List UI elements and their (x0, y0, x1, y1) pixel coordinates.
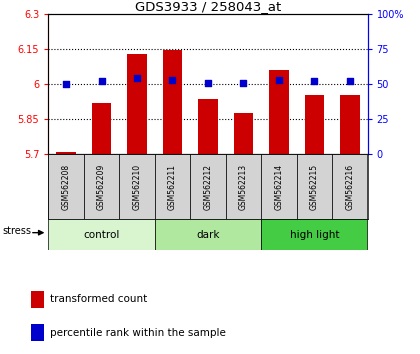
Bar (332, 154, 368, 219)
Point (205, 80, 211, 86)
Text: stress: stress (3, 226, 31, 236)
Bar (198, 99, 218, 154)
Text: control: control (83, 229, 120, 240)
Bar (155, 219, 261, 250)
Point (134, 76, 140, 81)
Bar (261, 154, 297, 219)
Bar (304, 95, 324, 154)
Point (276, 77, 282, 83)
Text: GSM562211: GSM562211 (168, 164, 177, 210)
Point (169, 77, 176, 83)
Bar (31, 291, 45, 308)
Bar (340, 95, 360, 154)
Text: GSM562215: GSM562215 (310, 164, 319, 210)
Text: GSM562208: GSM562208 (62, 164, 71, 210)
Bar (190, 154, 226, 219)
Bar (269, 70, 289, 154)
Text: GSM562214: GSM562214 (274, 164, 284, 210)
Point (63, 81, 69, 87)
Bar (155, 154, 190, 219)
Point (98, 79, 105, 84)
Text: dark: dark (196, 229, 220, 240)
Text: GSM562209: GSM562209 (97, 164, 106, 210)
Text: GSM562216: GSM562216 (345, 164, 354, 210)
Bar (163, 50, 182, 154)
Bar (31, 324, 45, 341)
Bar (234, 113, 253, 154)
Title: GDS3933 / 258043_at: GDS3933 / 258043_at (135, 0, 281, 13)
Bar (56, 152, 76, 154)
Bar (297, 154, 332, 219)
Bar (84, 154, 119, 219)
Bar (119, 154, 155, 219)
Bar (261, 219, 368, 250)
Text: high light: high light (289, 229, 339, 240)
Bar (48, 154, 84, 219)
Bar (92, 103, 111, 154)
Text: GSM562210: GSM562210 (132, 164, 142, 210)
Point (346, 79, 353, 84)
Text: GSM562212: GSM562212 (203, 164, 213, 210)
Text: percentile rank within the sample: percentile rank within the sample (50, 328, 226, 338)
Point (311, 79, 318, 84)
Bar (127, 54, 147, 154)
Text: transformed count: transformed count (50, 295, 147, 304)
Text: GSM562213: GSM562213 (239, 164, 248, 210)
Bar (48, 219, 155, 250)
Bar (226, 154, 261, 219)
Point (240, 80, 247, 86)
